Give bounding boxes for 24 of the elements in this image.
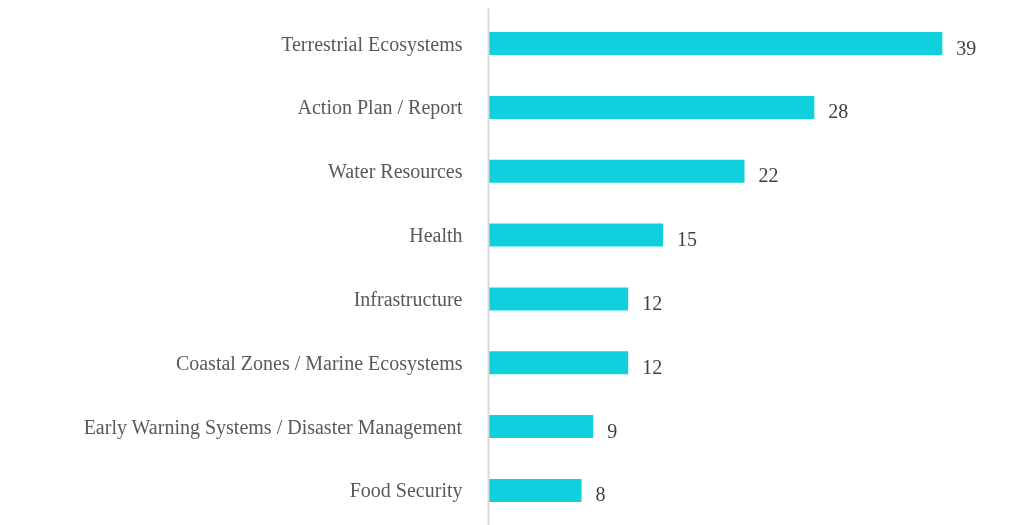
bar bbox=[488, 478, 582, 502]
bar bbox=[488, 95, 815, 119]
bar bbox=[488, 351, 629, 375]
data-label: 39 bbox=[956, 36, 977, 59]
y-tick-label: Health bbox=[409, 224, 463, 247]
data-label: 9 bbox=[607, 419, 618, 442]
data-label: 12 bbox=[642, 291, 663, 314]
y-tick-label: Action Plan / Report bbox=[297, 96, 463, 120]
y-tick-label: Terrestrial Ecosystems bbox=[281, 32, 463, 56]
bar bbox=[488, 223, 664, 247]
y-tick-label: Coastal Zones / Marine Ecosystems bbox=[175, 351, 463, 375]
data-label: 12 bbox=[642, 355, 663, 378]
bar bbox=[488, 415, 594, 439]
bar bbox=[488, 32, 943, 56]
data-label: 15 bbox=[677, 228, 698, 251]
y-tick-label: Early Warning Systems / Disaster Management bbox=[83, 415, 463, 439]
y-tick-label: Food Security bbox=[349, 479, 463, 503]
bar bbox=[488, 159, 745, 183]
data-label: 22 bbox=[758, 164, 779, 187]
data-label: 8 bbox=[595, 483, 606, 506]
y-tick-label: Water Resources bbox=[328, 160, 463, 183]
y-tick-label: Infrastructure bbox=[353, 287, 463, 310]
data-label: 28 bbox=[828, 100, 849, 123]
bar bbox=[488, 287, 629, 311]
